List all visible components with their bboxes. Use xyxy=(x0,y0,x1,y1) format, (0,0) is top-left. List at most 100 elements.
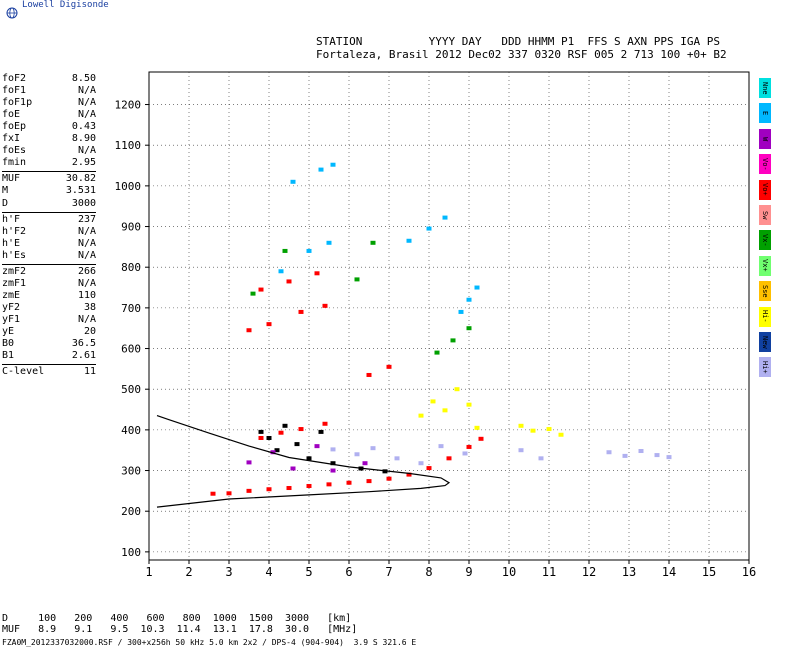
param-value: N/A xyxy=(77,109,96,121)
data-point xyxy=(330,447,336,452)
data-point xyxy=(386,364,392,369)
param-name: fmin xyxy=(2,157,27,169)
param-name: yE xyxy=(2,326,15,337)
data-point xyxy=(314,271,320,276)
data-point xyxy=(370,240,376,245)
param-value: 3000 xyxy=(71,197,96,209)
data-point xyxy=(326,482,332,487)
param-row: h'Es N/A xyxy=(2,250,96,262)
data-point xyxy=(322,303,328,308)
param-row: D 3000 xyxy=(2,198,96,210)
param-row: yF2 38 xyxy=(2,302,96,314)
data-point xyxy=(318,429,324,434)
data-point xyxy=(330,162,336,167)
brand-label: Lowell Digisonde xyxy=(22,0,109,10)
data-point xyxy=(406,472,412,477)
data-point xyxy=(454,387,460,392)
globe-icon xyxy=(6,7,18,19)
x-tick-label: 13 xyxy=(622,565,636,579)
data-point xyxy=(354,277,360,282)
param-value: 36.5 xyxy=(71,338,96,350)
data-point xyxy=(430,399,436,404)
data-point xyxy=(294,442,300,447)
data-point xyxy=(458,309,464,314)
data-point xyxy=(466,444,472,449)
data-point xyxy=(354,452,360,457)
param-name: M xyxy=(2,185,9,197)
data-point xyxy=(462,451,468,456)
x-tick-label: 9 xyxy=(465,565,472,579)
muf-table-muf-row: MUF 8.9 9.1 9.5 10.3 11.4 13.1 17.8 30.0… xyxy=(2,624,358,635)
data-point xyxy=(282,248,288,253)
param-value: N/A xyxy=(77,225,96,237)
data-point xyxy=(362,461,368,466)
param-value: N/A xyxy=(77,85,96,97)
y-tick-label: 200 xyxy=(121,505,141,518)
legend-chip: Hi+ xyxy=(759,357,771,378)
data-point xyxy=(394,456,400,461)
data-point xyxy=(546,427,552,432)
x-tick-label: 7 xyxy=(385,565,392,579)
param-row: zmF1 N/A xyxy=(2,278,96,290)
data-point xyxy=(406,238,412,243)
y-tick-label: 100 xyxy=(121,546,141,559)
param-name: foEs xyxy=(2,145,27,157)
file-info-footer: FZA0M_2012337032000.RSF / 300+x256h 50 k… xyxy=(2,638,417,647)
data-point xyxy=(278,269,284,274)
data-point xyxy=(666,455,672,460)
x-tick-label: 11 xyxy=(542,565,556,579)
param-name: foF1p xyxy=(2,97,33,109)
param-row: M 3.531 xyxy=(2,185,96,197)
param-name: foEp xyxy=(2,121,27,133)
header-values: Fortaleza, Brasil 2012 Dec02 337 0320 RS… xyxy=(316,48,727,61)
data-point xyxy=(370,446,376,451)
x-tick-label: 16 xyxy=(742,565,756,579)
data-point xyxy=(426,226,432,231)
data-point xyxy=(474,285,480,290)
param-name: B1 xyxy=(2,350,15,362)
param-name: foE xyxy=(2,109,21,121)
x-tick-label: 2 xyxy=(185,565,192,579)
param-name: foF1 xyxy=(2,85,27,97)
data-point xyxy=(418,461,424,466)
param-value: 237 xyxy=(77,213,96,225)
legend-chip: Vx+ xyxy=(759,255,771,276)
param-name: h'Es xyxy=(2,249,27,261)
legend-chip: W xyxy=(759,128,771,149)
x-tick-label: 15 xyxy=(702,565,716,579)
param-name: C-level xyxy=(2,366,45,378)
legend-chip: Sse xyxy=(759,281,771,302)
param-value: 0.43 xyxy=(71,121,96,133)
data-point xyxy=(314,444,320,449)
param-row: foEp 0.43 xyxy=(2,121,96,133)
y-tick-label: 1200 xyxy=(115,99,142,112)
param-value: N/A xyxy=(77,249,96,261)
param-row: C-level 11 xyxy=(2,366,96,378)
param-value: 2.61 xyxy=(71,350,96,362)
data-point xyxy=(606,450,612,455)
y-tick-label: 900 xyxy=(121,221,141,234)
param-value: N/A xyxy=(77,237,96,249)
param-name: yF1 xyxy=(2,313,21,325)
data-point xyxy=(622,453,628,458)
x-tick-label: 6 xyxy=(345,565,352,579)
param-separator xyxy=(2,263,96,265)
data-point xyxy=(210,491,216,496)
data-point xyxy=(290,179,296,184)
data-point xyxy=(434,350,440,355)
data-point xyxy=(518,423,524,428)
x-tick-label: 4 xyxy=(265,565,272,579)
param-name: h'F2 xyxy=(2,225,27,237)
param-name: yF2 xyxy=(2,301,21,313)
data-point xyxy=(258,436,264,440)
x-tick-label: 14 xyxy=(662,565,676,579)
data-point xyxy=(518,448,524,453)
param-row: foF2 8.50 xyxy=(2,73,96,85)
data-point xyxy=(226,491,232,496)
data-point xyxy=(442,408,448,413)
x-tick-label: 12 xyxy=(582,565,596,579)
legend-chip: Vo+ xyxy=(759,179,771,200)
x-tick-label: 10 xyxy=(502,565,516,579)
x-tick-label: 1 xyxy=(145,565,152,579)
y-tick-label: 800 xyxy=(121,261,141,274)
